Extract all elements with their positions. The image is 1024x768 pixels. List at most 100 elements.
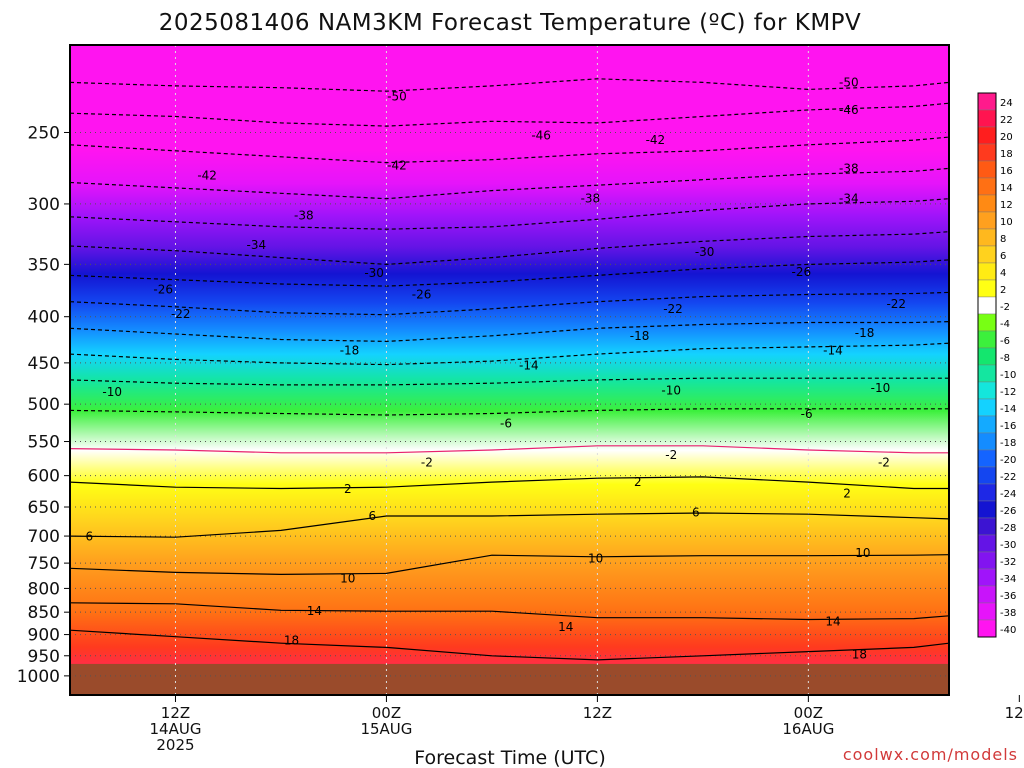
contour-label: -26 [412, 288, 432, 302]
contour-label: -30 [364, 266, 384, 280]
colorbar-swatch [977, 585, 997, 604]
y-tick-label: 500 [28, 395, 60, 415]
colorbar-label: -12 [1000, 387, 1016, 398]
colorbar-label: -22 [1000, 472, 1016, 483]
isotherm--6 [70, 408, 949, 416]
x-tick-label: 00Z [372, 704, 401, 722]
colorbar-label: 8 [1000, 234, 1006, 245]
colorbar-swatch [977, 126, 997, 145]
plot-area: -50 -50 -46 -46 -42 -42 -42 -38 -38 -38 -34 -34 -30 -… [70, 45, 949, 695]
contour-label: 14 [825, 614, 840, 628]
colorbar-swatch [977, 245, 997, 264]
colorbar-frame [977, 92, 997, 638]
contour-label: -30 [695, 245, 715, 259]
y-tick-label: 800 [28, 579, 60, 599]
y-axis-ticks: 250 300 350 400 450 500 550 600 650 700 750 800 850 9… [17, 123, 70, 687]
colorbar-label: -16 [1000, 421, 1016, 432]
colorbar-swatch [977, 143, 997, 162]
contour-label: -22 [886, 297, 906, 311]
x-tick-label: 2025 [156, 736, 194, 754]
colorbar-swatch [977, 279, 997, 298]
contour-label: -46 [531, 129, 551, 143]
colorbar-label: -26 [1000, 506, 1016, 517]
contour-label: -26 [153, 282, 173, 296]
colorbar-swatch [977, 228, 997, 247]
colorbar-swatch [977, 551, 997, 570]
isotherm--46 [70, 102, 949, 127]
colorbar-swatch [977, 211, 997, 230]
x-tick-label: 12Z [583, 704, 612, 722]
contour-label: -42 [387, 159, 407, 173]
contour-label: -38 [581, 192, 601, 206]
isotherm-6 [70, 512, 949, 538]
contour-label: -6 [801, 407, 813, 421]
colorbar-label: -38 [1000, 608, 1016, 619]
y-tick-label: 400 [28, 308, 60, 328]
colorbar-label: 10 [1000, 217, 1013, 228]
isotherm-10 [70, 554, 949, 576]
colorbar-swatch [977, 296, 997, 315]
colorbar-swatch [977, 568, 997, 587]
colorbar-label: -8 [1000, 353, 1010, 364]
colorbar-label: -4 [1000, 319, 1010, 330]
y-tick-label: 750 [28, 554, 60, 574]
colorbar-label: -2 [1000, 302, 1010, 313]
colorbar-label: -30 [1000, 540, 1016, 551]
contour-label: -46 [839, 103, 859, 117]
x-axis-label: Forecast Time (UTC) [414, 747, 605, 768]
contour-label: -22 [171, 307, 191, 321]
contour-label: 18 [852, 648, 867, 662]
colorbar-swatch [977, 194, 997, 213]
temperature-field [70, 45, 949, 695]
colorbar-swatch [977, 602, 997, 621]
contour-label: 6 [86, 530, 94, 544]
colorbar-swatch [977, 449, 997, 468]
contour-label: 10 [855, 546, 870, 560]
contour-label: 2 [634, 475, 642, 489]
x-tick-label: 14AUG [150, 720, 202, 738]
contour-label: -42 [646, 133, 666, 147]
colorbar-label: -14 [1000, 404, 1016, 415]
colorbar-swatch [977, 262, 997, 281]
colorbar-swatch [977, 432, 997, 451]
colorbar-label: 16 [1000, 166, 1013, 177]
colorbar-swatch [977, 466, 997, 485]
colorbar-label: 12 [1000, 200, 1013, 211]
x-tick-label: 00Z [794, 704, 823, 722]
colorbar-swatch [977, 177, 997, 196]
contour-label: -2 [665, 448, 677, 462]
contour-label: -18 [630, 329, 650, 343]
y-tick-label: 900 [28, 626, 60, 646]
y-tick-label: 850 [28, 603, 60, 623]
colorbar-swatch [977, 619, 997, 638]
colorbar-label: -34 [1000, 574, 1016, 585]
contour-label: 2 [344, 482, 352, 496]
y-tick-label: 1000 [17, 667, 60, 687]
contour-label: -34 [839, 192, 859, 206]
watermark: coolwx.com/models [843, 745, 1018, 764]
colorbar-swatch [977, 398, 997, 417]
isotherm-18 [70, 629, 949, 661]
x-tick-label: 15AUG [360, 720, 412, 738]
contour-label: 14 [307, 604, 322, 618]
colorbar-swatch [977, 415, 997, 434]
contour-label: -18 [855, 326, 875, 340]
contour-label: 18 [284, 634, 299, 648]
chart-title: 2025081406 NAM3KM Forecast Temperature (… [159, 10, 862, 36]
y-tick-label: 550 [28, 433, 60, 453]
colorbar: 24 22 20 18 16 14 12 10 8 6 4 2 -2 -4 -6 -8 -10 -12 -14 -16… [977, 92, 1016, 638]
y-tick-label: 600 [28, 467, 60, 487]
colorbar-label: -6 [1000, 336, 1010, 347]
isotherm--38 [70, 167, 949, 200]
isotherm-lines [70, 78, 949, 661]
isotherm--42 [70, 136, 949, 164]
isotherm--26 [70, 259, 949, 287]
x-tick-label: 12Z [161, 704, 190, 722]
isotherm-14 [70, 602, 949, 621]
contour-label: -14 [823, 343, 843, 357]
colorbar-swatch [977, 534, 997, 553]
colorbar-swatch [977, 109, 997, 128]
contour-label: 2 [843, 487, 851, 501]
contour-labels: -50 -50 -46 -46 -42 -42 -42 -38 -38 -38 -34 -34 -30 -… [86, 75, 907, 661]
